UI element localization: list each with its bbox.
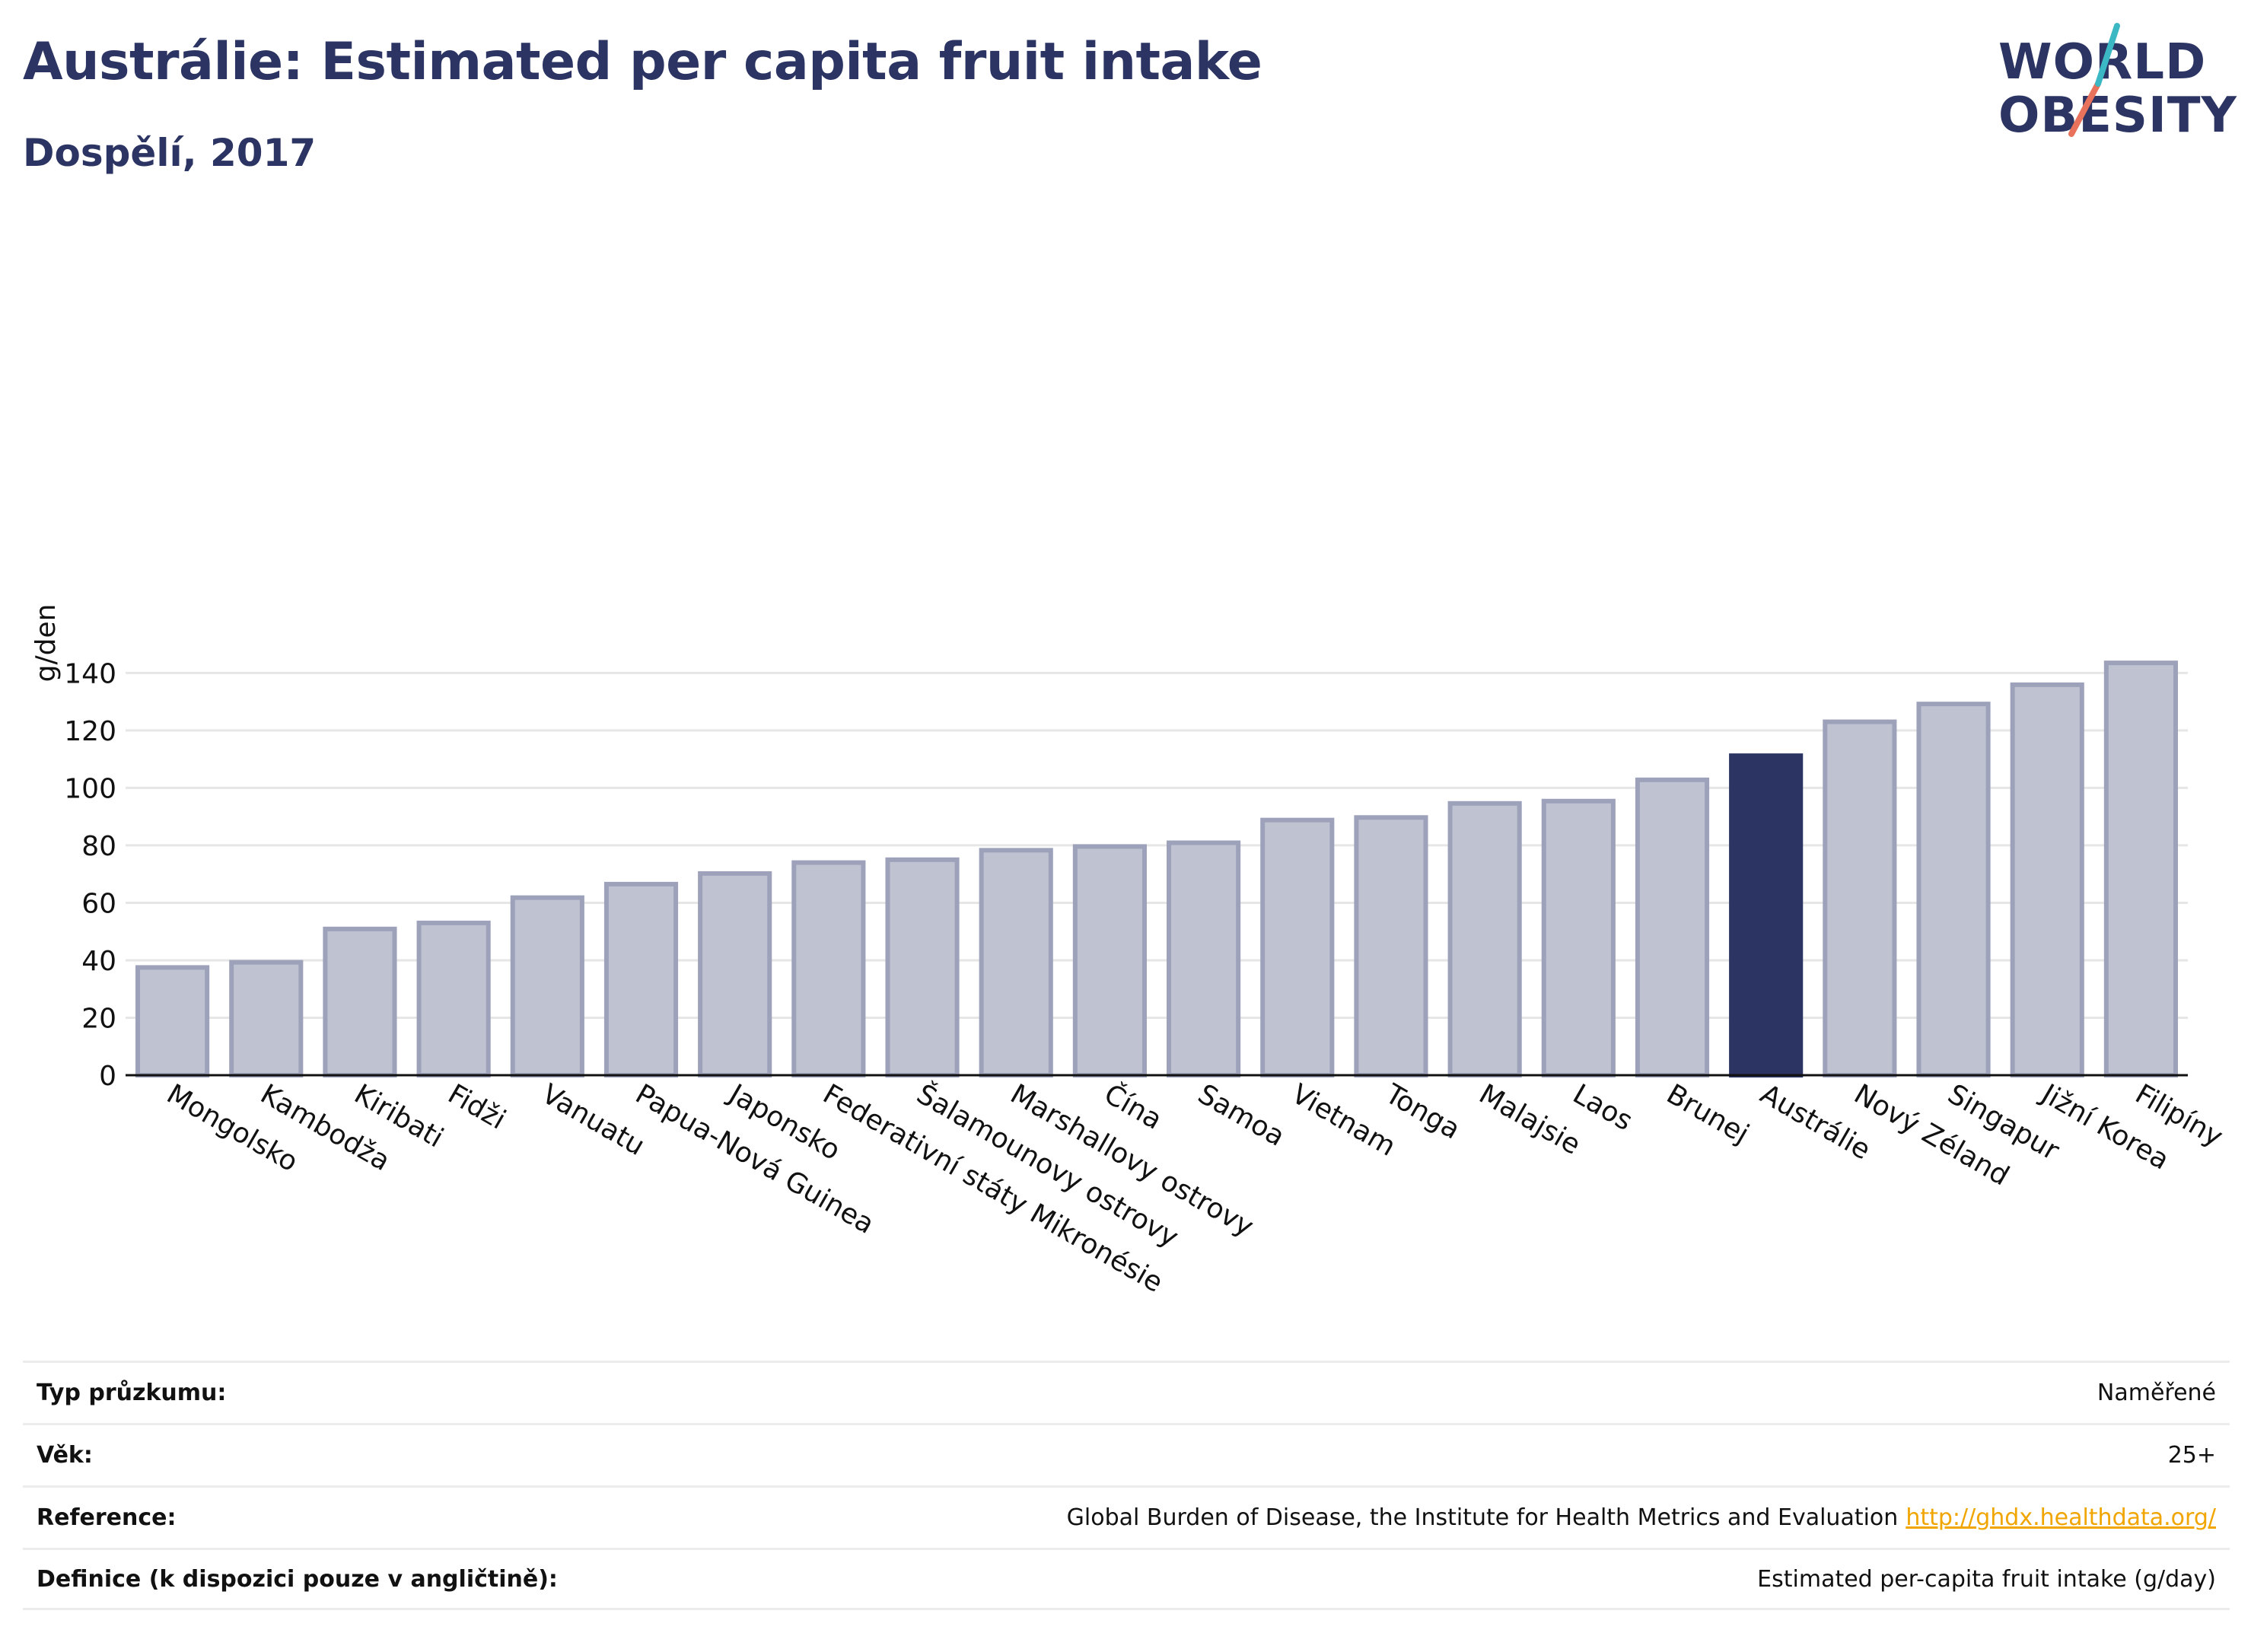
- x-tick-label: Vanuatu: [536, 1078, 650, 1162]
- info-label: Věk:: [37, 1442, 93, 1469]
- x-tick-label: Samoa: [1192, 1078, 1290, 1153]
- bar-14[interactable]: [1447, 801, 1522, 1077]
- bar-21[interactable]: [2103, 660, 2178, 1077]
- bar-15[interactable]: [1541, 798, 1616, 1078]
- bar-3[interactable]: [416, 920, 491, 1077]
- x-tick-label: Čína: [1099, 1077, 1167, 1135]
- reference-link[interactable]: http://ghdx.healthdata.org/: [1906, 1504, 2216, 1531]
- y-tick-label: 40: [81, 946, 116, 977]
- bar-19[interactable]: [1916, 702, 1991, 1077]
- x-tick-label: Vietnam: [1286, 1078, 1400, 1163]
- bar-20[interactable]: [2010, 682, 2084, 1077]
- bar-11[interactable]: [1167, 840, 1241, 1077]
- chart-title: Austrálie: Estimated per capita fruit in…: [23, 32, 1262, 92]
- x-tick-label: Laos: [1568, 1078, 1638, 1137]
- y-tick-label: 100: [64, 773, 116, 804]
- bar-9[interactable]: [979, 848, 1053, 1078]
- bar-0[interactable]: [135, 965, 210, 1078]
- info-row-age: Věk: 25+: [23, 1423, 2230, 1485]
- bar-4[interactable]: [510, 895, 584, 1077]
- bar-chart: 020406080100120140MongolskoKambodžaKirib…: [30, 604, 2228, 1299]
- y-tick-label: 140: [64, 658, 116, 689]
- bar-2[interactable]: [323, 926, 397, 1078]
- info-value: Estimated per-capita fruit intake (g/day…: [1757, 1565, 2216, 1593]
- world-obesity-logo[interactable]: WORLD OBESITY: [1986, 21, 2245, 158]
- info-label: Typ průzkumu:: [37, 1380, 227, 1406]
- bar-18[interactable]: [1823, 719, 1897, 1077]
- bar-6[interactable]: [698, 871, 772, 1077]
- logo-slash-icon: [2068, 23, 2120, 137]
- bar-12[interactable]: [1260, 817, 1335, 1077]
- y-tick-label: 120: [64, 716, 116, 747]
- bar-10[interactable]: [1072, 844, 1147, 1078]
- y-axis-label: g/den: [30, 604, 62, 683]
- info-row-definition: Definice (k dispozici pouze v angličtině…: [23, 1548, 2230, 1610]
- y-tick-label: 60: [81, 888, 116, 919]
- info-value: Naměřené: [2097, 1380, 2216, 1406]
- x-tick-label: Malajsie: [1474, 1078, 1586, 1161]
- info-row-survey-type: Typ průzkumu: Naměřené: [23, 1361, 2230, 1423]
- x-tick-label: Fidži: [443, 1078, 511, 1135]
- x-tick-label: Nový Zéland: [1848, 1078, 2014, 1192]
- axes: 020406080100120140MongolskoKambodžaKirib…: [64, 658, 2227, 1298]
- bar-17[interactable]: [1729, 753, 1804, 1078]
- bar-1[interactable]: [229, 960, 304, 1077]
- bar-13[interactable]: [1354, 815, 1428, 1078]
- bar-16[interactable]: [1635, 777, 1710, 1077]
- x-tick-label: Brunej: [1661, 1078, 1754, 1150]
- chart-subtitle: Dospělí, 2017: [23, 131, 317, 175]
- bar-5[interactable]: [603, 881, 679, 1077]
- bars: [135, 660, 2178, 1078]
- reference-text: Global Burden of Disease, the Institute …: [1066, 1504, 1899, 1531]
- y-tick-label: 20: [81, 1003, 116, 1034]
- info-value-reference: Global Burden of Disease, the Institute …: [1067, 1504, 2216, 1531]
- bar-7[interactable]: [791, 860, 866, 1078]
- info-value: 25+: [2167, 1442, 2216, 1469]
- y-tick-label: 80: [81, 831, 116, 862]
- info-table: Typ průzkumu: Naměřené Věk: 25+ Referenc…: [23, 1361, 2230, 1610]
- info-row-reference: Reference: Global Burden of Disease, the…: [23, 1485, 2230, 1548]
- y-tick-label: 0: [99, 1061, 116, 1092]
- info-label: Definice (k dispozici pouze v angličtině…: [37, 1565, 558, 1593]
- logo-line-2: OBESITY: [1998, 88, 2237, 144]
- bar-8[interactable]: [885, 857, 960, 1078]
- info-label: Reference:: [37, 1504, 177, 1531]
